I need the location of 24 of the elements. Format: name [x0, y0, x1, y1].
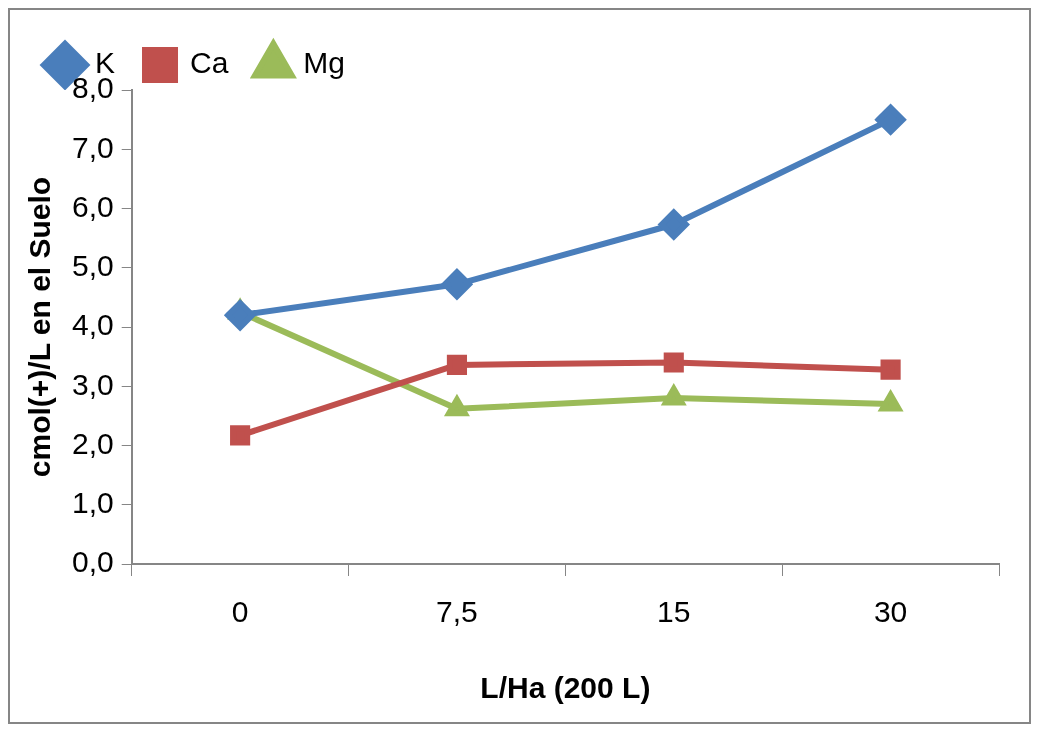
y-tick-label: 5,0: [71, 249, 114, 283]
x-tick-label: 30: [873, 595, 908, 629]
point: [658, 209, 689, 240]
y-tick-label: 4,0: [71, 308, 114, 342]
point: [663, 352, 684, 373]
y-tick-label: 6,0: [71, 189, 114, 223]
x-axis-title: L/Ha (200 L): [480, 671, 651, 705]
y-tick-label: 1,0: [71, 486, 114, 520]
point: [880, 359, 901, 380]
point: [225, 300, 256, 331]
legend-label: Mg: [303, 46, 346, 80]
point: [875, 104, 906, 135]
legend-label: Ca: [190, 46, 229, 80]
x-tick-label: 7,5: [436, 595, 478, 629]
y-axis-title: cmol(+)/L en el Suelo: [23, 176, 57, 478]
y-tick-label: 0,0: [71, 545, 114, 579]
y-tick-label: 3,0: [71, 367, 114, 401]
point: [230, 425, 251, 446]
x-tick-label: 0: [231, 595, 249, 629]
point: [446, 354, 468, 375]
x-tick-label: 15: [657, 595, 691, 629]
y-tick-label: 2,0: [71, 426, 114, 460]
y-tick-label: 7,0: [71, 130, 114, 164]
point: [441, 269, 472, 300]
